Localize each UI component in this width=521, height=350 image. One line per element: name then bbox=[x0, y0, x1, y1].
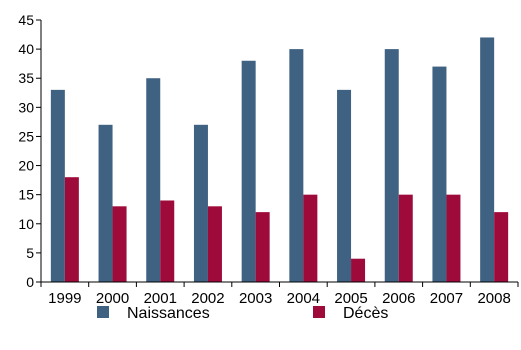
bar-deces-1999 bbox=[64, 177, 79, 282]
y-tick-label: 20 bbox=[18, 158, 34, 174]
bar-naissances-2001 bbox=[146, 78, 161, 282]
bar-naissances-2003 bbox=[241, 60, 256, 282]
bar-deces-2000 bbox=[112, 206, 127, 282]
x-axis-ticks: 1999 2000 2001 2002 2003 2004 2005 2006 2007 2008 bbox=[40, 282, 519, 307]
y-tick-label: 0 bbox=[26, 274, 34, 290]
bar-naissances-2007 bbox=[432, 66, 447, 282]
x-tick-label: 2008 bbox=[477, 290, 510, 307]
bars bbox=[50, 37, 509, 282]
bar-deces-2002 bbox=[207, 206, 222, 282]
bar-naissances-2008 bbox=[480, 37, 495, 282]
x-tick-label: 2007 bbox=[430, 290, 463, 307]
x-tick-label: 2000 bbox=[96, 290, 129, 307]
legend-swatch-naissances bbox=[97, 306, 109, 318]
legend-swatch-deces bbox=[313, 306, 325, 318]
bar-naissances-2000 bbox=[98, 124, 113, 282]
bar-deces-2008 bbox=[494, 212, 509, 282]
bar-deces-2004 bbox=[303, 194, 318, 282]
bar-deces-2006 bbox=[398, 194, 413, 282]
y-tick-label: 35 bbox=[18, 70, 34, 86]
y-tick-label: 5 bbox=[26, 245, 34, 261]
x-tick-label: 2004 bbox=[287, 290, 320, 307]
y-tick-label: 30 bbox=[18, 99, 34, 115]
bar-naissances-2005 bbox=[337, 89, 352, 282]
bar-naissances-2004 bbox=[289, 49, 304, 282]
x-tick-label: 2002 bbox=[191, 290, 224, 307]
y-tick-label: 25 bbox=[18, 128, 34, 144]
bar-naissances-1999 bbox=[50, 89, 65, 282]
bar-deces-2005 bbox=[351, 258, 366, 282]
y-tick-label: 15 bbox=[18, 187, 34, 203]
x-tick-label: 2006 bbox=[382, 290, 415, 307]
x-tick-label: 2003 bbox=[239, 290, 272, 307]
bar-naissances-2006 bbox=[384, 49, 399, 282]
bar-deces-2001 bbox=[160, 200, 175, 282]
x-tick-label: 2001 bbox=[144, 290, 177, 307]
legend-label-deces: Décès bbox=[343, 305, 388, 322]
x-tick-label: 1999 bbox=[48, 290, 81, 307]
bar-deces-2007 bbox=[446, 194, 461, 282]
y-axis-ticks: 0 5 10 15 20 25 30 35 40 45 bbox=[18, 12, 41, 290]
bar-deces-2003 bbox=[255, 212, 270, 282]
bar-naissances-2002 bbox=[193, 124, 208, 282]
legend-label-naissances: Naissances bbox=[127, 305, 210, 322]
x-tick-label: 2005 bbox=[334, 290, 367, 307]
y-tick-label: 10 bbox=[18, 216, 34, 232]
y-tick-label: 40 bbox=[18, 41, 34, 57]
y-tick-label: 45 bbox=[18, 12, 34, 28]
legend: Naissances Décès bbox=[97, 305, 388, 322]
